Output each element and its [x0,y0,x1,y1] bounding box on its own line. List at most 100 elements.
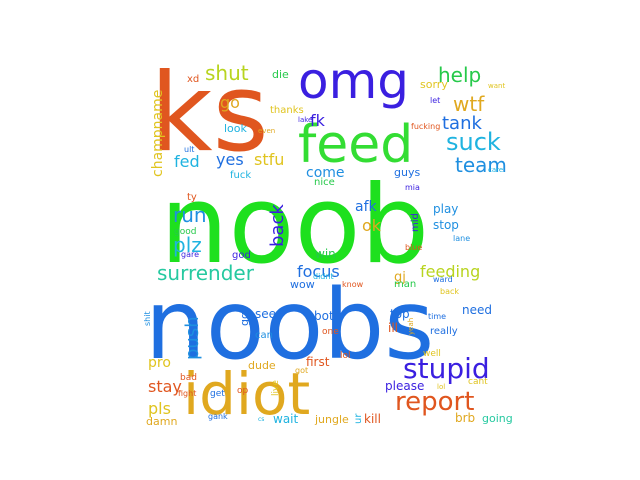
word-ok: ok [362,216,382,235]
word-fuck: fuck [230,170,251,181]
word-stay: stay [148,377,182,396]
word-yeah: yeah [407,318,415,335]
word-god: god [232,250,251,261]
word-see: see [255,307,276,321]
word-team: team [455,153,507,177]
word-die: die [272,68,289,81]
word-thanks: thanks [270,105,304,116]
word-get: get [210,389,225,399]
word-go: go [220,93,240,112]
word-fucking: fucking [411,122,440,131]
word-time: time [428,312,446,321]
word-ty: ty [187,192,197,203]
word-gg: gg [238,312,251,326]
word-shut: shut [205,61,249,85]
word-ill: ill [388,321,398,335]
word-omg: omg [298,52,409,110]
word-cs: cs [258,416,264,423]
word-help: help [438,63,481,87]
word-top: top [390,307,410,321]
word-win: win [315,247,336,261]
word-noobs: noobs [145,269,434,381]
word-fk: fk [310,111,326,130]
word-lol: lol [340,351,351,361]
word-live: live [271,380,281,396]
word-even: even [258,127,275,135]
word-surrender: surrender [157,261,255,285]
word-going: going [482,412,513,425]
word-run: run [173,203,207,227]
word-feeding: feeding [420,262,480,281]
word-mia: mia [405,183,420,192]
word-idiot: idiot [183,360,310,428]
word-guys: guys [394,166,420,179]
word-lol: lol [437,383,445,391]
word-shit: shit [143,311,152,326]
word-push: push [182,316,203,360]
word-please: please [385,379,424,393]
word-mid: mid [410,213,421,232]
word-feed: feed [298,115,413,175]
word-noob: noob [160,163,429,288]
word-really: really [430,326,458,337]
word-pro: pro [148,355,171,371]
word-focus: focus [297,262,340,281]
word-one: one [322,327,339,337]
word-gare: gare [181,250,199,259]
word-wtf: wtf [453,92,485,116]
word-back: back [440,287,459,296]
word-care: care [488,166,503,174]
word-let: let [430,96,440,105]
word-gank: gank [208,412,228,421]
word-ur: ur [353,413,364,424]
word-can: can [255,330,273,341]
word-nice: nice [314,177,335,188]
word-come: come [306,165,345,181]
word-bot: bot [314,309,334,323]
word-play: play [433,202,458,216]
word-need: need [462,303,492,317]
word-lane: lane [453,234,470,243]
word-stupid: stupid [403,352,490,385]
word-ks: ks [150,51,269,176]
word-report: report [395,387,474,417]
word-ward: ward [433,275,453,284]
word-kill: kill [364,412,381,426]
word-fight: fight [178,389,196,398]
word-jungle: jungle [314,413,349,426]
word-gj: gj [394,270,406,285]
word-stop: stop [433,218,459,232]
word-stfu: stfu [254,150,284,169]
word-xd: xd [187,74,199,85]
word-well: well [423,349,441,359]
word-blue: blue [405,243,422,252]
word-didnt: didnt [313,272,334,281]
word-damn: damn [146,415,177,428]
word-yes: yes [216,150,244,169]
word-first: first [306,355,330,369]
word-know: know [342,280,364,289]
word-afk: afk [355,199,378,215]
word-ult: ult [184,145,194,154]
word-plz: plz [173,233,202,257]
word-brb: brb [455,411,475,425]
word-sorry: sorry [420,78,448,91]
word-champname: champname [150,90,166,177]
word-wow: wow [290,278,315,291]
word-got: got [295,366,308,375]
word-bad: bad [180,373,197,383]
word-lake: lake [298,116,312,124]
word-look: look [224,122,248,135]
word-good: good [174,227,196,237]
word-dude: dude [248,359,276,372]
word-man: man [394,279,416,290]
word-want: want [488,82,505,90]
word-back: back [267,204,288,247]
word-fed: fed [174,152,200,171]
word-pls: pls [148,399,171,418]
word-suck: suck [446,128,501,156]
word-cant: cant [468,377,488,387]
word-tank: tank [442,113,482,134]
